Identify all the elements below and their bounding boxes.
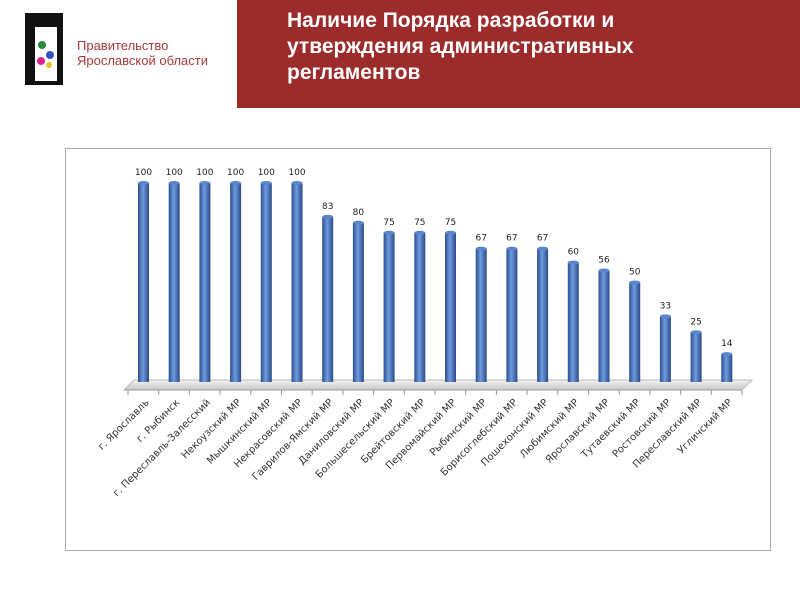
title-line: утверждения административных [287,35,634,58]
org-line-1: Правительство [77,38,169,53]
org-name: Правительство Ярославской области [77,38,208,68]
x-tick-label: Рыбинский МР [428,397,489,458]
bar [230,183,242,382]
data-label: 100 [135,168,152,178]
bar [629,282,641,382]
bar-top [260,181,272,185]
data-label: 50 [629,268,641,278]
data-label: 100 [227,168,244,178]
bar [138,183,149,382]
government-logo [25,13,63,85]
data-label: 67 [537,234,548,244]
title-line: Наличие Порядка разработки и [287,9,615,32]
chart-floor [122,379,754,391]
data-label: 75 [414,218,425,228]
bar-top [230,181,242,185]
bar-top [414,230,426,235]
title-line: регламентов [287,61,421,84]
data-label: 67 [475,234,486,244]
data-label: 100 [196,168,213,178]
bar [445,232,456,382]
bar-top [598,268,610,273]
header-banner: Наличие Порядка разработки и утверждения… [237,0,800,108]
bar-top [352,220,364,225]
bar [414,232,426,382]
data-label: 80 [353,208,365,218]
bar [352,222,364,382]
bar-top [475,246,487,251]
bar-top [291,181,303,185]
data-label: 14 [721,339,733,349]
bar-top [690,330,702,335]
data-label: 33 [660,301,671,311]
bar-top [199,181,211,185]
data-label: 75 [383,218,394,228]
bar [537,248,549,382]
bar-top [322,214,334,219]
bar-top [537,246,549,251]
bar-top [445,230,456,235]
bar-top [629,280,641,285]
data-label: 100 [288,168,305,178]
data-label: 56 [598,256,610,266]
data-label: 100 [258,168,275,178]
bar-top [138,181,149,185]
bar-top [659,314,671,319]
bar-top [168,181,180,185]
x-tick-label: Угличский МР [676,397,735,456]
bar-top [721,352,733,357]
bar [322,216,334,382]
data-label: 75 [445,218,456,228]
data-label: 67 [506,234,517,244]
bar-top [567,260,579,265]
page-title: Наличие Порядка разработки и утверждения… [287,8,634,86]
bar [168,183,180,382]
x-tick-label: г. Ярославль [96,397,151,452]
bar-top [506,246,518,251]
org-line-2: Ярославской области [77,53,208,68]
bar [659,316,671,382]
bar [475,248,487,382]
bar [506,248,518,382]
chart-frame [65,148,771,551]
data-label: 100 [166,168,183,178]
bar-top [383,230,395,235]
bar [260,183,272,382]
bar [383,232,395,382]
data-label: 83 [322,202,333,212]
data-label: 25 [690,317,701,327]
bar [567,262,579,382]
bar [690,332,702,382]
bar [199,183,211,382]
bar [291,183,303,382]
data-label: 60 [568,248,580,258]
bar [721,354,733,382]
bar [598,270,610,382]
